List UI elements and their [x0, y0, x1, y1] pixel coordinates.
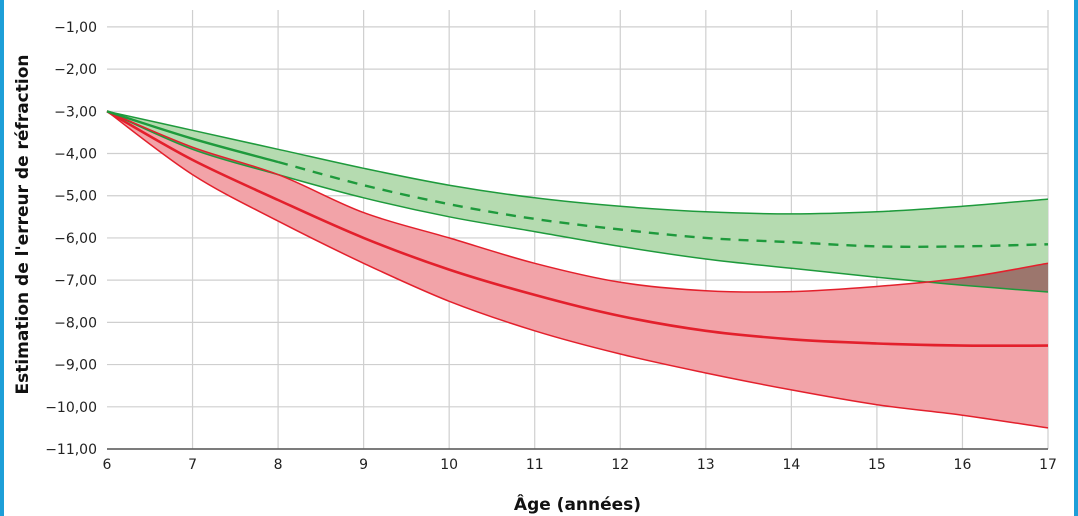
y-tick-label: −3,00 — [54, 104, 97, 120]
x-tick-label: 13 — [697, 457, 715, 473]
x-tick-label: 10 — [440, 457, 458, 473]
y-tick-label: −6,00 — [54, 231, 97, 247]
y-tick-label: −11,00 — [45, 442, 97, 458]
y-tick-label: −4,00 — [54, 147, 97, 163]
x-tick-label: 7 — [188, 457, 197, 473]
x-tick-label: 12 — [611, 457, 629, 473]
x-tick-label: 8 — [274, 457, 283, 473]
red-band — [107, 111, 1048, 428]
x-tick-label: 9 — [359, 457, 368, 473]
x-tick-label: 15 — [868, 457, 886, 473]
x-tick-label: 17 — [1039, 457, 1057, 473]
y-tick-label: −10,00 — [45, 400, 97, 416]
red-series-line — [106, 110, 1049, 348]
x-tick-label: 6 — [103, 457, 112, 473]
y-axis-title: Estimation de l'erreur de réfraction — [13, 55, 33, 395]
y-tick-label: −1,00 — [54, 20, 97, 36]
green-band-upper-edge — [106, 110, 1049, 215]
x-axis-title: Âge (années) — [514, 493, 641, 515]
x-tick-label: 11 — [526, 457, 544, 473]
x-tick-label: 14 — [782, 457, 800, 473]
green-series-line-dashed — [277, 160, 1049, 248]
y-tick-label: −7,00 — [54, 273, 97, 289]
green-series-line-solid — [106, 110, 279, 164]
y-tick-label: −2,00 — [54, 62, 97, 78]
red-band-upper-edge — [106, 110, 1049, 293]
y-tick-label: −8,00 — [54, 315, 97, 331]
y-tick-label: −9,00 — [54, 358, 97, 374]
x-tick-label: 16 — [954, 457, 972, 473]
red-band-lower-edge — [106, 110, 1049, 429]
green-band — [107, 111, 1048, 292]
y-tick-label: −5,00 — [54, 189, 97, 205]
